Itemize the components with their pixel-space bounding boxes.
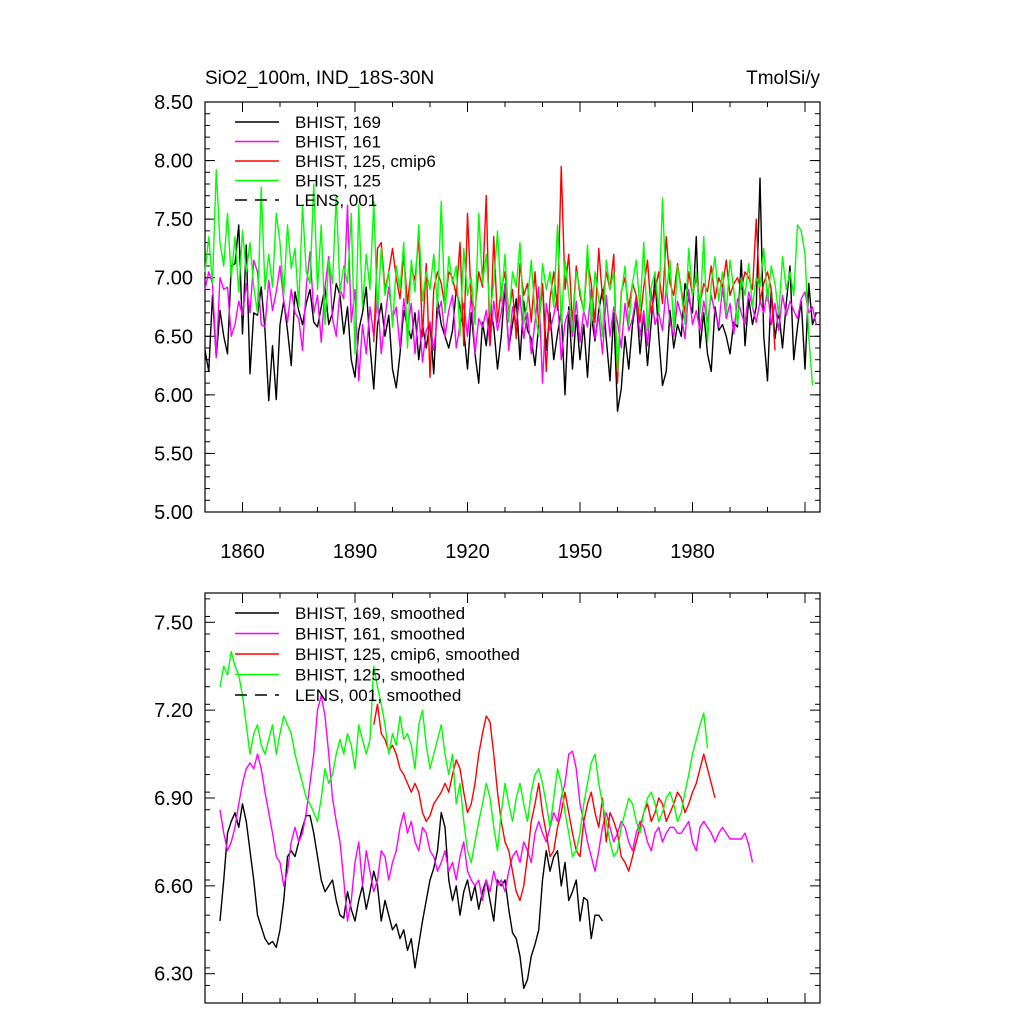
series-line-bhist-161 [204,204,817,384]
legend-label: BHIST, 125, cmip6, smoothed [295,645,520,664]
y-tick-label: 8.00 [154,151,193,173]
legend-label: BHIST, 125, cmip6 [295,152,436,171]
y-tick-label: 6.90 [154,788,193,810]
y-tick-label: 5.50 [154,443,193,465]
x-tick-label: 1860 [220,541,265,563]
legend-label: BHIST, 125, smoothed [295,666,465,685]
y-tick-label: 6.30 [154,964,193,986]
y-tick-label: 7.00 [154,268,193,290]
series-line-bhist-169-smoothed [219,803,604,990]
legend-label: BHIST, 161, smoothed [295,625,465,644]
y-tick-label: 6.00 [154,385,193,407]
x-tick-label: 1980 [670,541,715,563]
y-tick-label: 7.50 [154,612,193,634]
top-panel: SiO2_100m, IND_18S-30N TmolSi/y 5.00 5.50… [154,68,821,563]
y-tick-label: 6.60 [154,876,193,898]
legend-label: BHIST, 161 [295,133,381,152]
y-tick-label: 6.50 [154,326,193,348]
y-tick-label: 7.20 [154,700,193,722]
y-tick-label: 7.50 [154,209,193,231]
series-line-bhist-161-smoothed [219,694,754,922]
top-panel-units: TmolSi/y [746,68,820,89]
bottom-legend: BHIST, 169, smoothed BHIST, 161, smoothed… [235,604,520,705]
legend-label: BHIST, 169 [295,113,381,132]
x-tick-label: 1950 [558,541,603,563]
bottom-axis-ticks: 6.30 6.60 6.90 7.20 7.50 [154,593,820,1004]
legend-label: BHIST, 125 [295,172,381,191]
series-line-bhist-125 [204,169,814,386]
series-line-bhist-125-cmip6-smoothed [373,703,716,902]
bottom-panel: 6.30 6.60 6.90 7.20 7.50 BHIST, 169, smoothe… [154,592,821,1004]
legend-label: BHIST, 169, smoothed [295,604,465,623]
x-tick-label: 1890 [333,541,378,563]
top-axis-ticks: 5.00 5.50 6.00 6.50 7.00 7.50 8.00 8.50 1860 1890… [154,92,820,563]
top-panel-title: SiO2_100m, IND_18S-30N [205,68,434,89]
x-tick-label: 1920 [445,541,490,563]
legend-label: LENS, 001 [295,191,377,210]
y-tick-label: 5.00 [154,502,193,524]
series-line-bhist-125-smoothed [219,650,709,864]
top-plot-frame [204,101,821,513]
bottom-series-group [219,650,754,990]
y-tick-label: 8.50 [154,92,193,114]
top-series-group [204,165,817,412]
legend-label: LENS, 001, smoothed [295,686,461,705]
